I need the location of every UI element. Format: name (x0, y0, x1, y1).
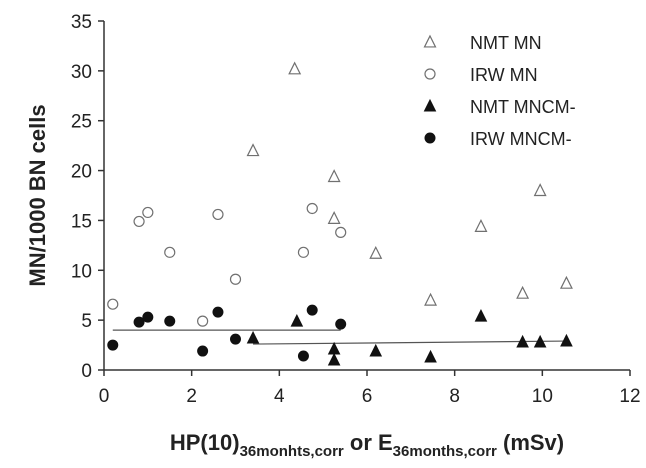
x-tick-label: 0 (99, 386, 110, 407)
point-irw-mncm (298, 351, 308, 361)
point-irw-mncm (165, 316, 175, 326)
point-irw-mn (298, 247, 308, 257)
point-nmt-mncm (370, 345, 381, 356)
point-irw-mn (108, 299, 118, 309)
point-nmt-mn (475, 220, 486, 231)
point-nmt-mncm (475, 310, 486, 321)
x-tick-label: 4 (274, 386, 285, 407)
point-irw-mn (143, 207, 153, 217)
y-axis-title: MN/1000 BN cells (25, 104, 50, 286)
legend-label: NMT MNCM- (470, 97, 576, 117)
legend-label: NMT MN (470, 33, 542, 53)
x-tick-label: 12 (619, 386, 640, 407)
legend-marker (425, 36, 436, 47)
axes (104, 21, 630, 370)
point-nmt-mn (535, 184, 546, 195)
y-tick-label: 30 (71, 62, 92, 83)
y-axis-ticks: 0 5 10 15 20 25 30 35 (71, 12, 104, 382)
x-axis-title-subscript: 36monhts,corr (240, 443, 344, 460)
legend: NMT MN IRW MN NMT MNCM- IRW MNCM- (425, 33, 576, 149)
point-nmt-mn (329, 212, 340, 223)
legend-marker (425, 100, 436, 111)
legend-label: IRW MN (470, 65, 538, 85)
y-tick-label: 10 (71, 261, 92, 282)
point-irw-mncm (307, 305, 317, 315)
point-irw-mn (213, 209, 223, 219)
legend-marker (425, 133, 435, 143)
point-nmt-mncm (291, 315, 302, 326)
point-irw-mncm (108, 340, 118, 350)
y-tick-label: 20 (71, 162, 92, 183)
point-irw-mn (165, 247, 175, 257)
x-tick-label: 10 (532, 386, 553, 407)
point-irw-mn (198, 316, 208, 326)
x-axis-ticks: 0 2 4 6 8 10 12 (99, 370, 641, 407)
x-axis-title-part: (mSv) (497, 430, 564, 455)
y-tick-label: 35 (71, 12, 92, 33)
y-tick-label: 25 (71, 112, 92, 133)
point-irw-mncm (213, 307, 223, 317)
point-irw-mn (336, 227, 346, 237)
point-nmt-mn (370, 247, 381, 258)
point-nmt-mncm (248, 332, 259, 343)
legend-marker (425, 69, 435, 79)
point-irw-mncm (198, 346, 208, 356)
point-nmt-mn (329, 171, 340, 182)
point-nmt-mn (425, 294, 436, 305)
x-axis-title: HP(10)36monhts,corr or E36months,corr (m… (170, 430, 564, 460)
point-nmt-mn (289, 63, 300, 74)
point-nmt-mn (561, 277, 572, 288)
x-tick-label: 6 (362, 386, 373, 407)
y-tick-label: 0 (81, 361, 92, 382)
point-nmt-mncm (329, 354, 340, 365)
point-nmt-mncm (425, 351, 436, 362)
x-axis-title-part: HP(10) (170, 430, 240, 455)
x-axis-title-part: or E (344, 430, 393, 455)
point-nmt-mn (517, 287, 528, 298)
point-nmt-mn (248, 145, 259, 156)
point-irw-mncm (143, 312, 153, 322)
legend-label: IRW MNCM- (470, 129, 572, 149)
point-nmt-mncm (329, 343, 340, 354)
x-tick-label: 8 (449, 386, 460, 407)
x-axis-title-subscript: 36months,corr (393, 443, 497, 460)
y-tick-label: 5 (81, 311, 92, 332)
point-irw-mncm (231, 334, 241, 344)
x-tick-label: 2 (186, 386, 197, 407)
trend-lines (113, 330, 567, 344)
point-irw-mn (307, 203, 317, 213)
y-tick-label: 15 (71, 211, 92, 232)
point-irw-mn (134, 216, 144, 226)
point-irw-mncm (336, 319, 346, 329)
point-irw-mn (231, 274, 241, 284)
